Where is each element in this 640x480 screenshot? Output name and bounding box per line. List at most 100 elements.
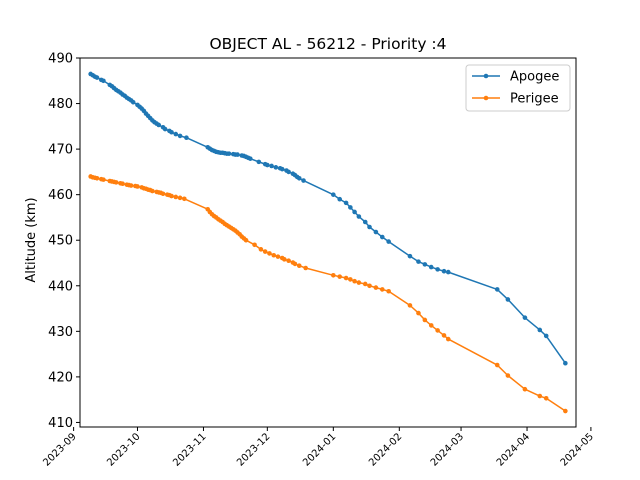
perigee-point (160, 191, 166, 197)
apogee-point (362, 219, 368, 225)
apogee-point (256, 159, 262, 165)
perigee-point (150, 188, 155, 194)
apogee-point (505, 297, 511, 302)
apogee-line (90, 73, 566, 364)
x-tick-label: 2023-09 (41, 431, 78, 468)
apogee-point (301, 178, 306, 183)
apogee-point (162, 126, 168, 132)
apogee-point (543, 333, 549, 339)
legend-label-perigee: Perigee (510, 92, 559, 107)
apogee-point (445, 269, 451, 275)
apogee-point (435, 267, 440, 272)
perigee-point (135, 184, 140, 189)
series-perigee (88, 174, 568, 414)
apogee-point (352, 209, 357, 215)
x-tick-label: 2024-05 (559, 431, 596, 468)
apogee-point (348, 205, 353, 210)
apogee-point (265, 162, 270, 168)
legend: Apogee Perigee (465, 64, 571, 112)
y-tick-label: 420 (48, 370, 73, 385)
apogee-point (356, 214, 362, 219)
legend-marker-perigee (483, 95, 489, 101)
apogee-point (296, 175, 302, 181)
perigee-point (537, 393, 543, 399)
apogee-point (386, 239, 391, 244)
apogee-point (184, 135, 189, 141)
perigee-point (356, 280, 362, 285)
perigee-point (505, 373, 511, 378)
apogee-point (248, 156, 253, 161)
perigee-point (258, 247, 264, 252)
apogee-point (269, 163, 274, 169)
perigee-point (303, 265, 308, 271)
x-axis: 2023-09 2023-10 2023-11 2023-12 2024-01 2024-… (41, 427, 596, 469)
perigee-point (407, 303, 413, 308)
perigee-point (422, 317, 428, 323)
y-axis: 410 420 430 440 450 460 470 480 490 (48, 52, 80, 431)
perigee-point (331, 273, 336, 278)
perigee-point (543, 396, 549, 401)
x-tick-label: 2024-03 (429, 431, 466, 468)
y-tick-label: 460 (48, 188, 73, 203)
apogee-point (337, 196, 343, 202)
perigee-point (128, 183, 134, 188)
y-tick-label: 410 (48, 416, 73, 431)
x-tick-label: 2024-01 (301, 431, 338, 468)
y-tick-label: 480 (48, 97, 73, 112)
perigee-line (90, 175, 566, 412)
apogee-point (173, 131, 179, 137)
apogee-point (286, 169, 291, 175)
x-tick-label: 2024-04 (495, 431, 532, 468)
apogee-point (428, 264, 434, 270)
perigee-point (177, 195, 183, 201)
apogee-point (367, 224, 372, 230)
perigee-point (445, 336, 451, 342)
apogee-point (101, 78, 106, 84)
perigee-point (173, 194, 179, 200)
perigee-point (522, 386, 528, 392)
y-tick-label: 450 (48, 234, 73, 249)
apogee-point (130, 99, 136, 105)
apogee-point (379, 234, 385, 240)
x-tick-label: 2023-10 (105, 431, 142, 468)
perigee-point (243, 237, 249, 243)
apogee-point (422, 262, 428, 267)
chart-title: OBJECT AL - 56212 - Priority :4 (209, 35, 446, 53)
plot-frame (79, 57, 577, 428)
perigee-point (113, 180, 119, 185)
perigee-point (348, 277, 353, 282)
perigee-point (296, 263, 302, 269)
x-tick-label: 2023-12 (235, 431, 272, 468)
perigee-point (416, 310, 421, 316)
apogee-point (522, 315, 528, 320)
apogee-point (235, 152, 240, 157)
apogee-point (226, 151, 232, 156)
perigee-point (337, 274, 343, 279)
perigee-point (494, 362, 500, 368)
perigee-point (362, 281, 368, 287)
perigee-point (428, 323, 434, 328)
x-tick-label: 2024-02 (367, 431, 404, 468)
perigee-point (292, 261, 298, 267)
perigee-point (343, 275, 349, 281)
apogee-point (279, 166, 285, 172)
perigee-point (120, 181, 125, 187)
perigee-point (352, 278, 357, 284)
y-tick-label: 430 (48, 325, 73, 340)
apogee-point (441, 268, 447, 274)
apogee-point (177, 133, 183, 139)
apogee-point (331, 192, 336, 197)
apogee-point (169, 129, 174, 135)
perigee-point (379, 287, 385, 292)
perigee-point (262, 249, 268, 254)
apogee-point (156, 122, 162, 128)
apogee-point (94, 75, 100, 80)
perigee-point (386, 288, 391, 294)
perigee-point (182, 196, 187, 202)
apogee-point (343, 200, 349, 206)
perigee-point (94, 175, 100, 181)
perigee-point (169, 193, 174, 199)
perigee-point (282, 257, 287, 262)
perigee-point (252, 242, 257, 248)
perigee-point (563, 408, 568, 414)
